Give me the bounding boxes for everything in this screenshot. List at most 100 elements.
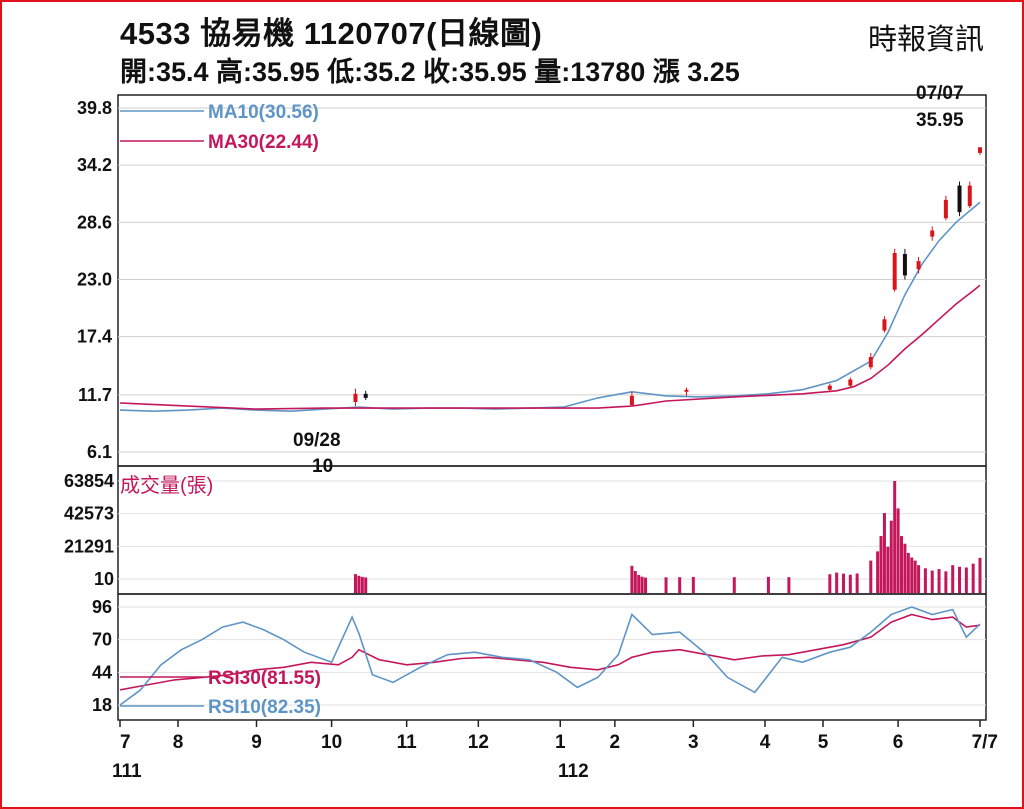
ma10-line <box>119 201 981 413</box>
source-label: 時報資訊 <box>867 24 984 56</box>
volume-bar <box>930 570 934 593</box>
x-tick-label-5: 12 <box>468 732 489 753</box>
volume-y-tick-1: 42573 <box>64 504 114 524</box>
rsi-y-tick-3: 18 <box>92 695 112 715</box>
candle-body <box>882 319 887 331</box>
x-tick-label-10: 5 <box>818 732 829 753</box>
volume-bar <box>971 563 975 593</box>
volume-bar <box>923 568 927 593</box>
volume-bar <box>869 560 873 593</box>
volume-bar <box>855 573 859 593</box>
ohlc-summary: 開:35.4 高:35.95 低:35.2 收:35.95 量:13780 漲 … <box>120 57 740 87</box>
price-y-tick-6: 6.1 <box>87 442 112 462</box>
candle-body <box>827 385 832 390</box>
rsi-y-tick-1: 70 <box>92 630 112 650</box>
x-tick-label-11: 6 <box>893 732 904 753</box>
year-label-112: 112 <box>558 761 589 782</box>
rsi-panel <box>117 593 987 721</box>
volume-title: 成交量(張) <box>120 474 213 497</box>
volume-bar <box>879 536 883 593</box>
candle-body <box>967 185 972 206</box>
candle-body <box>892 252 897 290</box>
volume-bar <box>644 577 648 593</box>
chart-title: 4533 協易機 1120707(日線圖) <box>120 16 543 51</box>
volume-bar <box>357 575 361 593</box>
x-tick-label-7: 2 <box>610 732 621 753</box>
volume-bar <box>910 557 914 593</box>
volume-bar <box>848 574 852 593</box>
volume-bar <box>630 565 634 593</box>
annotation-date-0707: 07/07 <box>916 83 964 104</box>
x-tick-label-6: 1 <box>555 732 566 753</box>
ma30-line <box>119 284 981 410</box>
rsi30-line <box>119 613 981 691</box>
volume-bar <box>841 573 845 593</box>
annotation-low-value: 10 <box>312 456 333 477</box>
candle-body <box>868 357 873 368</box>
volume-bar <box>944 571 948 593</box>
volume-y-tick-3: 10 <box>94 569 114 589</box>
candle-body <box>943 199 948 219</box>
rsi-y-tick-2: 44 <box>92 662 112 682</box>
candle-body <box>902 253 907 276</box>
x-tick-label-1: 8 <box>173 732 184 753</box>
x-tick-label-8: 3 <box>688 732 699 753</box>
candle-body <box>978 147 982 153</box>
volume-bar <box>364 577 368 593</box>
volume-bar <box>906 552 910 593</box>
annotation-date-0928: 09/28 <box>293 430 341 451</box>
volume-bar <box>896 508 900 593</box>
volume-y-tick-2: 21291 <box>64 536 114 556</box>
volume-bar <box>882 513 886 593</box>
annotation-close-value: 35.95 <box>916 110 964 131</box>
volume-bar <box>664 577 668 593</box>
volume-bar <box>964 567 968 593</box>
candle-body <box>363 393 368 398</box>
volume-y-tick-0: 63854 <box>64 471 114 491</box>
year-label-111: 111 <box>112 761 142 782</box>
volume-bar <box>353 574 357 593</box>
x-tick-label-12: 7/7 <box>972 732 998 753</box>
volume-bar <box>360 576 364 593</box>
rsi10-line <box>119 606 981 706</box>
candle-body <box>930 230 935 237</box>
candle-body <box>916 261 921 270</box>
ma10-legend-label: MA10(30.56) <box>208 102 319 123</box>
volume-bar <box>978 557 982 593</box>
rsi30-legend-label: RSI30(81.55) <box>208 668 321 689</box>
rsi-y-tick-0: 96 <box>92 597 112 617</box>
candle-body <box>957 185 962 213</box>
volume-bar <box>640 576 644 593</box>
volume-bar <box>917 565 921 593</box>
x-tick-label-0: 7 <box>120 732 131 753</box>
rsi10-legend-label: RSI10(82.35) <box>208 697 321 718</box>
volume-bar <box>876 551 880 593</box>
price-y-tick-0: 39.8 <box>77 98 112 118</box>
price-y-tick-2: 28.6 <box>77 212 112 232</box>
candle-body <box>353 393 358 402</box>
volume-bar <box>637 575 641 593</box>
volume-bar <box>900 536 904 593</box>
volume-bar <box>903 543 907 593</box>
x-tick-label-4: 11 <box>397 732 418 753</box>
price-y-tick-3: 23.0 <box>77 269 112 289</box>
price-y-tick-4: 17.4 <box>77 327 112 347</box>
volume-bar <box>958 566 962 593</box>
volume-bar <box>889 520 893 593</box>
volume-bar <box>787 577 791 593</box>
volume-bar <box>691 577 695 593</box>
volume-bar <box>893 481 897 593</box>
candle-body <box>629 395 634 406</box>
candle-body <box>684 389 689 392</box>
ma30-legend-label: MA30(22.44) <box>208 132 319 153</box>
volume-bar <box>678 577 682 593</box>
volume-bar <box>835 572 839 593</box>
volume-bar <box>828 574 832 593</box>
volume-bar <box>633 571 637 593</box>
volume-bar <box>886 546 890 593</box>
price-y-tick-5: 11.7 <box>78 385 112 405</box>
candle-body <box>848 379 853 386</box>
price-y-tick-1: 34.2 <box>77 155 112 175</box>
x-tick-label-2: 9 <box>251 732 262 753</box>
